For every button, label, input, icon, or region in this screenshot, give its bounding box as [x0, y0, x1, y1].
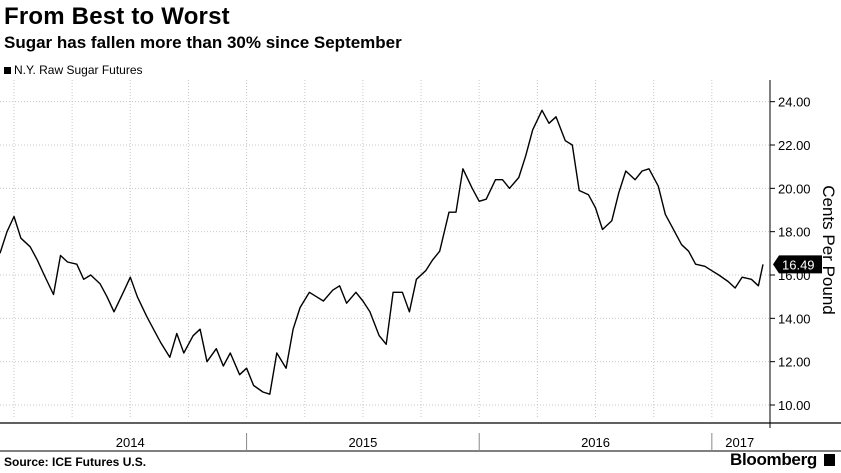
series-line [0, 109, 764, 395]
y-tick-label: 24.00 [778, 95, 811, 110]
y-axis-label: Cents Per Pound [819, 185, 838, 314]
last-value-box [773, 255, 822, 274]
x-tick-label: 2016 [581, 435, 610, 450]
y-tick-label: 22.00 [778, 138, 811, 153]
x-tick-label: 2014 [116, 435, 145, 450]
y-tick-label: 20.00 [778, 181, 811, 196]
legend: N.Y. Raw Sugar Futures [4, 63, 143, 77]
last-value-label: 16.49 [782, 257, 815, 272]
brand-logo: Bloomberg [729, 450, 817, 469]
y-tick-label: 18.00 [778, 225, 811, 240]
axes [0, 80, 841, 452]
chart-subtitle: Sugar has fallen more than 30% since Sep… [4, 33, 402, 52]
x-tick-label: 2017 [725, 435, 754, 450]
source-note: Source: ICE Futures U.S. [4, 455, 147, 469]
legend-label: N.Y. Raw Sugar Futures [14, 63, 143, 77]
labels-layer: 10.0012.0014.0016.0018.0020.0022.0024.00… [116, 95, 838, 450]
last-value-callout: 16.49 [773, 255, 822, 274]
series-layer [0, 109, 764, 395]
x-tick-label: 2015 [348, 435, 377, 450]
y-tick-label: 12.00 [778, 355, 811, 370]
grid [0, 80, 770, 418]
legend-swatch [4, 66, 11, 74]
y-tick-label: 14.00 [778, 311, 811, 326]
chart-title: From Best to Worst [4, 3, 230, 30]
y-tick-label: 10.00 [778, 398, 811, 413]
terminal-icon [824, 454, 835, 466]
